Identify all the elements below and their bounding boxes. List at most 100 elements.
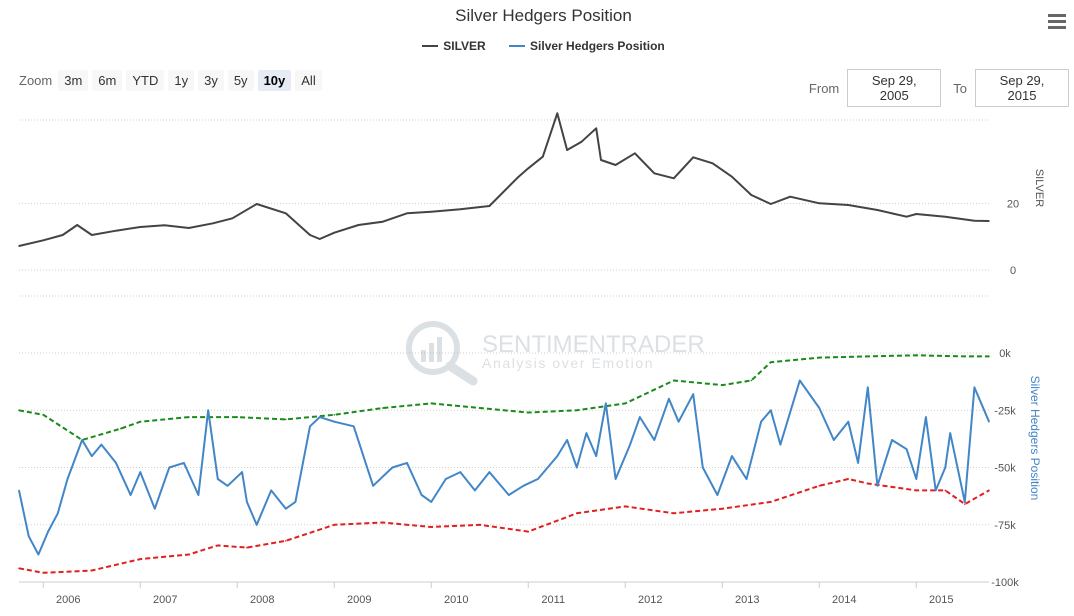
- hedgers-point: [745, 478, 748, 480]
- zoom-button-5y[interactable]: 5y: [227, 70, 254, 91]
- zoom-button-ytd[interactable]: YTD: [126, 70, 165, 91]
- silver-point: [488, 205, 491, 207]
- silver-point: [309, 234, 311, 236]
- hedgers-tick-label: -50k: [994, 463, 1016, 475]
- line-vertices: [18, 112, 990, 574]
- silver-point: [770, 203, 772, 205]
- silver-line: [18, 112, 990, 247]
- hedgers-point: [847, 420, 850, 423]
- x-tick-label: 2010: [444, 594, 468, 606]
- hedgers-point: [57, 512, 59, 515]
- hedgers-point: [91, 455, 93, 457]
- menu-icon[interactable]: [1048, 14, 1066, 32]
- hedgers-point: [226, 485, 229, 487]
- hedgers-point: [944, 466, 947, 469]
- silver-axis-title: SILVER: [1033, 169, 1045, 207]
- hedgers-point: [876, 485, 879, 487]
- chart-legend: SILVER Silver Hedgers Position: [0, 36, 1074, 53]
- lower-band-point: [188, 553, 190, 556]
- hedgers-point: [677, 420, 680, 423]
- grid-lines: [19, 119, 989, 588]
- hedgers-axis-title: Silver Hedgers Position: [1028, 376, 1042, 501]
- silver-point: [406, 212, 408, 215]
- silver-point: [459, 208, 462, 211]
- zoom-button-all[interactable]: All: [295, 70, 322, 91]
- to-date-input[interactable]: Sep 29, 2015: [975, 69, 1069, 107]
- hedgers-tick-label: 0k: [999, 348, 1011, 360]
- hedgers-point: [406, 462, 408, 464]
- silver-point: [973, 219, 976, 222]
- lower-band-point: [624, 505, 627, 508]
- silver-point: [357, 224, 360, 226]
- x-tick-label: 2011: [541, 594, 565, 606]
- watermark-logo-circle: [406, 321, 460, 375]
- lower-band-point: [246, 546, 248, 549]
- hedgers-point: [692, 393, 694, 396]
- hedgers-point: [459, 471, 462, 473]
- hedgers-point: [905, 448, 908, 451]
- upper-band-point: [479, 407, 481, 409]
- legend-item-hedgers[interactable]: Silver Hedgers Position: [509, 39, 665, 53]
- zoom-button-1y[interactable]: 1y: [168, 70, 195, 91]
- upper-band-point: [867, 355, 869, 358]
- hedgers-point: [799, 379, 801, 382]
- silver-point: [333, 231, 336, 234]
- lower-band-point: [479, 524, 481, 526]
- hedgers-point: [629, 443, 631, 446]
- silver-point: [139, 226, 142, 228]
- hedgers-point: [702, 466, 704, 469]
- from-date-input[interactable]: Sep 29, 2005: [847, 69, 942, 107]
- hedgers-point: [207, 409, 209, 412]
- watermark-logo-bar-2: [429, 343, 434, 362]
- hedgers-point: [857, 462, 859, 464]
- hedgers-point: [352, 425, 355, 428]
- upper-band-point: [236, 416, 239, 418]
- hedgers-point: [915, 478, 918, 480]
- hedgers-point: [18, 489, 20, 492]
- silver-point: [18, 245, 20, 247]
- upper-band-point: [988, 355, 990, 358]
- zoom-button-3y[interactable]: 3y: [198, 70, 224, 91]
- upper-band-point: [430, 402, 433, 405]
- watermark-logo-handle: [445, 361, 478, 386]
- silver-point: [91, 234, 93, 236]
- hedgers-point: [309, 425, 311, 428]
- legend-item-silver[interactable]: SILVER: [422, 39, 486, 53]
- hedgers-point: [420, 494, 423, 496]
- axis-labels: 20 0 SILVER 0k -25k -50k -75k -100k Silver Hedge…: [56, 169, 1045, 606]
- upper-band-point: [576, 409, 578, 412]
- silver-point: [876, 209, 879, 211]
- silver-point: [115, 229, 117, 232]
- x-tick-label: 2006: [56, 594, 80, 606]
- lower-band-point: [867, 482, 869, 485]
- legend-label-silver: SILVER: [443, 39, 486, 53]
- silver-point: [430, 210, 433, 213]
- upper-band-point: [333, 414, 336, 416]
- silver-point: [731, 175, 733, 178]
- silver-point: [653, 172, 656, 175]
- lower-band-point: [915, 489, 918, 492]
- silver-point: [614, 164, 617, 166]
- silver-point: [673, 177, 675, 180]
- hedgers-point: [639, 416, 641, 418]
- hedgers-point: [595, 455, 597, 457]
- zoom-button-3m[interactable]: 3m: [58, 70, 89, 91]
- lower-band-point: [673, 512, 675, 515]
- legend-swatch-silver: [422, 45, 439, 47]
- zoom-button-6m[interactable]: 6m: [92, 70, 123, 91]
- lower-band-point: [285, 540, 287, 542]
- upper-band-point: [285, 418, 287, 421]
- silver-point: [566, 149, 568, 151]
- hedgers-point: [508, 494, 510, 496]
- zoom-button-10y[interactable]: 10y: [257, 70, 292, 91]
- hedgers-point: [445, 478, 447, 480]
- upper-band-point: [750, 379, 753, 382]
- lower-band-point: [91, 569, 93, 572]
- silver-point: [61, 234, 64, 236]
- silver-point: [750, 194, 753, 196]
- hedgers-point: [779, 443, 782, 446]
- chart-title: Silver Hedgers Position: [455, 6, 632, 25]
- hedgers-point: [988, 420, 990, 423]
- hedgers-point: [246, 501, 248, 503]
